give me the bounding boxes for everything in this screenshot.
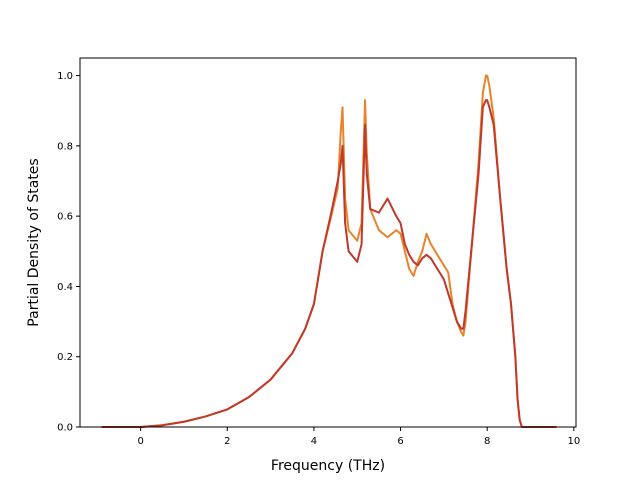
y-tick-label: 0.4 — [57, 282, 73, 293]
x-tick-label: 6 — [397, 436, 403, 447]
x-axis-ticks: 0 2 4 6 8 10 — [137, 427, 580, 447]
y-axis-label: Partial Density of States — [26, 158, 42, 326]
x-axis-label: Frequency (THz) — [271, 458, 385, 474]
y-tick-label: 0.8 — [57, 141, 73, 152]
x-tick-label: 4 — [311, 436, 317, 447]
x-tick-label: 8 — [484, 436, 490, 447]
series-line-2 — [101, 99, 557, 428]
x-tick-label: 2 — [224, 436, 230, 447]
x-tick-label: 10 — [567, 436, 580, 447]
x-tick-label: 0 — [137, 436, 143, 447]
plot-area — [101, 74, 557, 428]
y-tick-label: 0.0 — [57, 423, 73, 434]
axes-frame — [79, 57, 577, 428]
y-axis-ticks: 0.0 0.2 0.4 0.6 0.8 1.0 — [57, 71, 80, 434]
y-tick-label: 1.0 — [57, 71, 73, 82]
y-tick-label: 0.6 — [57, 212, 73, 223]
y-tick-label: 0.2 — [57, 352, 73, 363]
